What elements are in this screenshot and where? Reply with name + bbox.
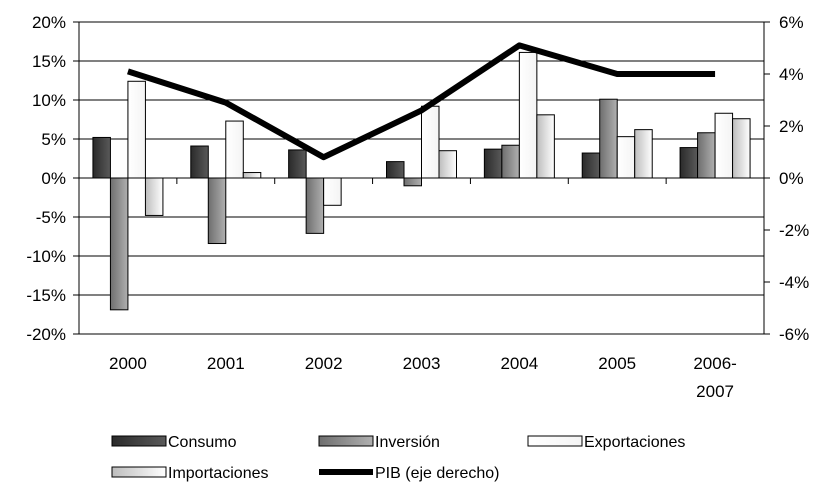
y-left-tick-label: -15% — [26, 286, 66, 305]
x-tick-label: 2001 — [207, 354, 245, 373]
y-left-tick-label: 15% — [32, 52, 66, 71]
y-left-tick-label: 20% — [32, 13, 66, 32]
y-right-tick-label: 0% — [779, 169, 804, 188]
bar — [92, 136, 111, 179]
legend-swatch — [111, 466, 167, 478]
x-tick-label: 2000 — [109, 354, 147, 373]
x-tick-label: 2007 — [696, 382, 734, 401]
bar — [288, 149, 307, 179]
y-left-tick-label: -10% — [26, 247, 66, 266]
y-right-tick-label: -6% — [779, 325, 809, 344]
bar — [599, 98, 618, 179]
bar — [732, 118, 751, 179]
bar — [403, 177, 422, 187]
bar — [714, 112, 734, 179]
pib-line — [127, 42, 716, 161]
bar — [518, 51, 538, 179]
x-tick-label: 2002 — [305, 354, 343, 373]
bar — [323, 177, 342, 206]
bar — [190, 145, 209, 179]
legend-swatch — [318, 435, 374, 447]
x-tick-label: 2005 — [598, 354, 636, 373]
x-tick-label: 2004 — [500, 354, 538, 373]
bar — [225, 120, 244, 179]
legend-swatch — [527, 435, 583, 447]
y-right-tick-label: 6% — [779, 13, 804, 32]
bar — [127, 80, 146, 179]
y-right-tick-label: 4% — [779, 65, 804, 84]
bar — [109, 177, 129, 311]
y-right-tick-label: 2% — [779, 117, 804, 136]
y-left-tick-label: -5% — [36, 208, 66, 227]
bar — [634, 129, 653, 179]
bar — [438, 150, 457, 179]
legend-label: PIB (eje derecho) — [375, 465, 500, 482]
legend-swatch — [111, 435, 167, 447]
y-left-tick-label: 0% — [41, 169, 66, 188]
bar — [207, 177, 227, 245]
x-tick-label: 2006- — [693, 354, 736, 373]
y-right-tick-label: -2% — [779, 221, 809, 240]
bar — [483, 148, 503, 179]
legend-label: Importaciones — [168, 465, 269, 482]
bar — [386, 161, 405, 179]
legend-label: Consumo — [168, 434, 237, 451]
bar — [501, 144, 520, 179]
legend-label: Inversión — [375, 434, 440, 451]
bar — [616, 136, 636, 179]
bar — [144, 177, 164, 216]
x-tick-label: 2003 — [403, 354, 441, 373]
bar — [581, 152, 601, 179]
legend-label: Exportaciones — [584, 434, 685, 451]
y-left-tick-label: 10% — [32, 91, 66, 110]
bar — [305, 177, 325, 234]
bar — [697, 132, 716, 179]
y-left-tick-label: -20% — [26, 325, 66, 344]
y-right-tick-label: -4% — [779, 273, 809, 292]
bar — [421, 105, 440, 179]
bar — [242, 172, 262, 179]
bar — [679, 147, 699, 179]
y-left-tick-label: 5% — [41, 130, 66, 149]
bar — [536, 114, 555, 179]
